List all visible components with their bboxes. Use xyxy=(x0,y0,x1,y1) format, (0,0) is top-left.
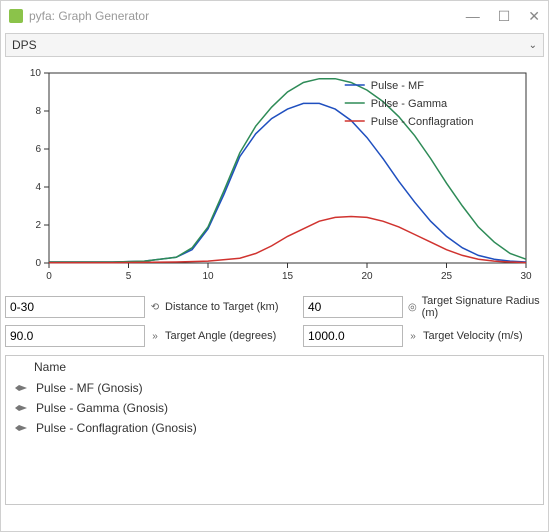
app-icon xyxy=(9,9,23,23)
angle-label: » Target Angle (degrees) xyxy=(149,330,299,342)
chevron-down-icon: ⌄ xyxy=(529,40,537,51)
svg-text:Pulse - MF: Pulse - MF xyxy=(371,80,424,92)
velocity-label: » Target Velocity (m/s) xyxy=(407,330,544,342)
sigradius-label: ◎ Target Signature Radius (m) xyxy=(407,295,544,319)
list-item-label: Pulse - Gamma (Gnosis) xyxy=(36,401,168,415)
svg-text:20: 20 xyxy=(361,271,373,282)
list-item-label: Pulse - MF (Gnosis) xyxy=(36,381,143,395)
maximize-button[interactable]: ☐ xyxy=(498,9,511,23)
list-item[interactable]: Pulse - MF (Gnosis) xyxy=(6,378,543,398)
chart-area: 0 5 10 15 20 25 30 0 2 4 6 8 10 Pulse - MF Pulse - Gam… xyxy=(11,63,538,287)
list-item[interactable]: Pulse - Gamma (Gnosis) xyxy=(6,398,543,418)
svg-text:5: 5 xyxy=(126,271,132,282)
angle-icon: » xyxy=(149,330,161,342)
svg-text:0: 0 xyxy=(46,271,52,282)
ship-icon xyxy=(14,383,28,393)
ship-icon xyxy=(14,403,28,413)
svg-text:10: 10 xyxy=(202,271,214,282)
dps-chart: 0 5 10 15 20 25 30 0 2 4 6 8 10 Pulse - MF Pulse - Gam… xyxy=(11,63,536,287)
svg-text:2: 2 xyxy=(35,220,41,231)
distance-icon: ⟲ xyxy=(149,301,161,313)
svg-text:30: 30 xyxy=(520,271,532,282)
distance-label: ⟲ Distance to Target (km) xyxy=(149,301,299,313)
parameter-grid: ⟲ Distance to Target (km) ◎ Target Signa… xyxy=(5,295,544,347)
list-item-label: Pulse - Conflagration (Gnosis) xyxy=(36,421,197,435)
svg-text:0: 0 xyxy=(35,258,41,269)
svg-text:Pulse - Conflagration: Pulse - Conflagration xyxy=(371,116,474,128)
sigradius-input[interactable] xyxy=(303,296,403,318)
svg-text:4: 4 xyxy=(35,182,41,193)
list-header-name[interactable]: Name xyxy=(6,356,543,378)
velocity-icon: » xyxy=(407,330,419,342)
fit-list: Name Pulse - MF (Gnosis) Pulse - Gamma (G… xyxy=(5,355,544,505)
dropdown-label: DPS xyxy=(12,38,529,52)
distance-input[interactable] xyxy=(5,296,145,318)
svg-text:Pulse - Gamma: Pulse - Gamma xyxy=(371,98,448,110)
titlebar: pyfa: Graph Generator — ☐ ✕ xyxy=(1,1,548,31)
svg-text:25: 25 xyxy=(441,271,453,282)
ship-icon xyxy=(14,423,28,433)
close-button[interactable]: ✕ xyxy=(528,9,540,23)
chart-type-dropdown[interactable]: DPS ⌄ xyxy=(5,33,544,57)
svg-text:15: 15 xyxy=(282,271,294,282)
svg-text:10: 10 xyxy=(30,68,42,79)
svg-text:8: 8 xyxy=(35,106,41,117)
minimize-button[interactable]: — xyxy=(466,9,480,23)
angle-input[interactable] xyxy=(5,325,145,347)
window-controls: — ☐ ✕ xyxy=(466,9,540,23)
window-title: pyfa: Graph Generator xyxy=(29,9,466,23)
list-item[interactable]: Pulse - Conflagration (Gnosis) xyxy=(6,418,543,438)
svg-text:6: 6 xyxy=(35,144,41,155)
velocity-input[interactable] xyxy=(303,325,403,347)
sigradius-icon: ◎ xyxy=(407,301,418,313)
